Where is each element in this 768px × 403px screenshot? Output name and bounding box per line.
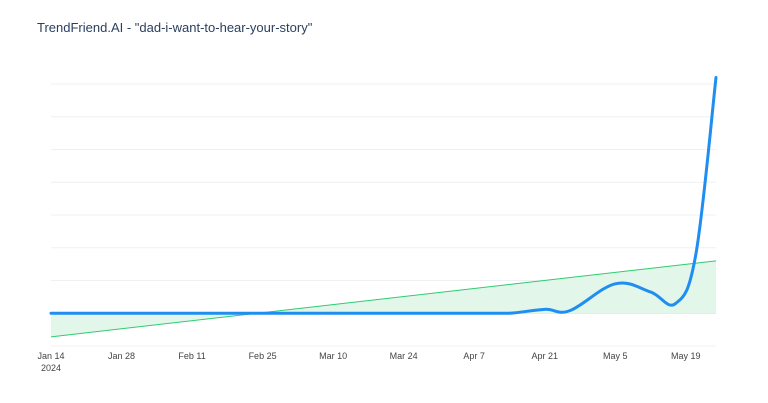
- x-tick-label: Jan 28: [108, 351, 135, 361]
- x-tick-label: Mar 10: [319, 351, 347, 361]
- x-tick-year-label: 2024: [41, 363, 61, 373]
- x-axis-ticks: Jan 14 2024 Jan 28 Feb 11 Feb 25 Mar 10 Mar 24…: [37, 351, 700, 373]
- interest-line: [49, 75, 718, 315]
- interest-line-path: [49, 75, 718, 315]
- x-tick-label: May 19: [671, 351, 701, 361]
- chart-title: TrendFriend.AI - "dad-i-want-to-hear-you…: [37, 20, 313, 35]
- x-tick-label: Mar 24: [390, 351, 418, 361]
- x-tick-label: Feb 11: [178, 351, 205, 361]
- trend-line-path: [50, 260, 717, 338]
- x-tick-label: Apr 7: [463, 351, 485, 361]
- x-tick-label: May 5: [603, 351, 628, 361]
- x-tick-label: Apr 21: [531, 351, 558, 361]
- trend-line: [50, 260, 717, 338]
- x-tick-label: Jan 14: [37, 351, 64, 361]
- x-tick-label: Feb 25: [249, 351, 277, 361]
